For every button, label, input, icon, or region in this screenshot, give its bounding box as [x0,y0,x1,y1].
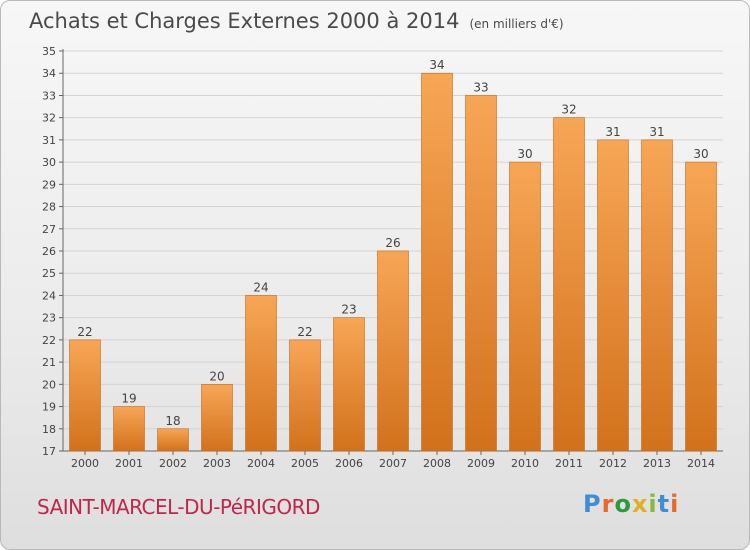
bar [289,339,321,452]
bar [377,250,409,452]
value-label: 30 [693,147,708,161]
bar [421,72,453,452]
x-tick-label: 2001 [115,457,143,470]
y-tick-label: 22 [42,334,56,347]
y-tick-label: 19 [42,401,56,414]
bar [69,339,101,452]
value-label: 26 [385,236,400,250]
value-label: 22 [77,325,92,339]
logo-letter: i [648,490,658,518]
bar [113,406,145,452]
y-tick-label: 29 [42,178,56,191]
logo-letter: o [614,490,632,518]
y-tick-label: 32 [42,112,56,125]
bar [245,295,277,452]
x-tick-label: 2002 [159,457,187,470]
y-tick-label: 28 [42,201,56,214]
value-label: 24 [253,280,268,294]
bar [509,161,541,452]
proxiti-logo: Proxiti [583,490,679,518]
y-tick-label: 18 [42,423,56,436]
bar [553,117,585,452]
x-tick-label: 2010 [511,457,539,470]
logo-letter: t [657,490,671,518]
x-tick-label: 2011 [555,457,583,470]
logo-letter: P [583,490,602,518]
bar [201,384,233,452]
x-tick-label: 2013 [643,457,671,470]
bar [641,139,673,452]
value-label: 31 [605,125,620,139]
x-tick-label: 2000 [71,457,99,470]
y-tick-label: 26 [42,245,56,258]
bar [465,95,497,452]
value-label: 18 [165,414,180,428]
y-tick-label: 31 [42,134,56,147]
logo-letter: x [631,490,649,518]
value-label: 30 [517,147,532,161]
x-tick-label: 2004 [247,457,275,470]
y-tick-label: 23 [42,312,56,325]
x-tick-label: 2008 [423,457,451,470]
value-label: 19 [121,392,136,406]
chart-title: Achats et Charges Externes 2000 à 2014 (e… [29,9,564,33]
bar [597,139,629,452]
y-tick-label: 35 [42,45,56,58]
x-tick-label: 2014 [687,457,715,470]
y-tick-label: 17 [42,445,56,458]
x-tick-label: 2003 [203,457,231,470]
y-tick-label: 24 [42,289,56,302]
value-label: 33 [473,80,488,94]
bar [157,428,189,452]
value-label: 32 [561,103,576,117]
x-tick-label: 2007 [379,457,407,470]
x-tick-label: 2012 [599,457,627,470]
y-tick-label: 25 [42,267,56,280]
y-tick-label: 33 [42,89,56,102]
y-tick-label: 21 [42,356,56,369]
y-tick-label: 34 [42,67,56,80]
value-label: 23 [341,303,356,317]
value-label: 20 [209,369,224,383]
value-label: 31 [649,125,664,139]
logo-letter: i [670,490,680,518]
bar [685,161,717,452]
bar [333,317,365,452]
x-tick-label: 2005 [291,457,319,470]
y-tick-label: 20 [42,378,56,391]
logo-letter: r [601,490,615,518]
unit-label: (en milliers d'€) [469,17,564,31]
commune-name: SAINT-MARCEL-DU-PéRIGORD [37,495,320,519]
y-tick-label: 27 [42,223,56,236]
x-tick-label: 2006 [335,457,363,470]
x-tick-label: 2009 [467,457,495,470]
value-label: 22 [297,325,312,339]
title-text: Achats et Charges Externes 2000 à 2014 [29,9,460,33]
value-label: 34 [429,58,444,72]
y-tick-label: 30 [42,156,56,169]
